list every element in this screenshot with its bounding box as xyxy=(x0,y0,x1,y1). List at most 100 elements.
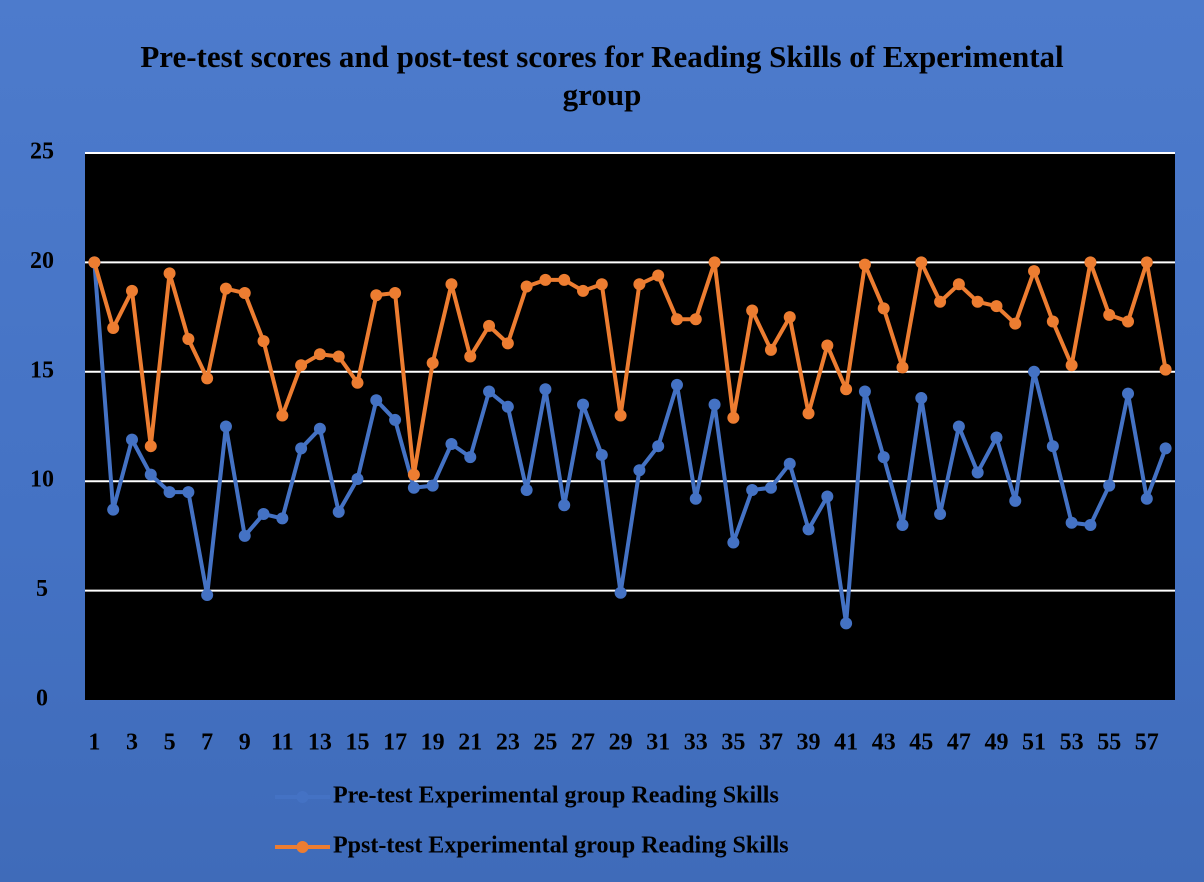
point xyxy=(1140,256,1153,269)
point xyxy=(783,457,796,470)
x-tick-label: 25 xyxy=(533,730,557,756)
point xyxy=(313,348,326,361)
point xyxy=(971,295,984,308)
point xyxy=(821,339,834,352)
point xyxy=(219,420,232,433)
point xyxy=(539,273,552,286)
point xyxy=(915,256,928,269)
x-tick-label: 55 xyxy=(1097,730,1121,756)
chart-title: Pre-test scores and post-test scores for… xyxy=(140,39,1064,112)
point xyxy=(520,483,533,496)
x-tick-label: 27 xyxy=(571,730,595,756)
point xyxy=(295,359,308,372)
point xyxy=(1028,365,1041,378)
point xyxy=(858,258,871,271)
point xyxy=(1028,265,1041,278)
point xyxy=(877,451,890,464)
legend-marker xyxy=(296,791,309,803)
x-tick-label: 45 xyxy=(909,730,933,756)
point xyxy=(840,617,853,630)
point xyxy=(257,335,270,348)
point xyxy=(1009,494,1022,507)
point xyxy=(501,337,514,350)
point xyxy=(445,438,458,451)
point xyxy=(1065,359,1078,372)
point xyxy=(1159,442,1172,455)
y-tick-label: 10 xyxy=(30,467,54,493)
y-tick-label: 5 xyxy=(36,576,48,602)
x-tick-label: 43 xyxy=(872,730,896,756)
x-tick-label: 35 xyxy=(721,730,745,756)
point xyxy=(276,512,289,525)
point xyxy=(934,295,947,308)
legend-label: Pre-test Experimental group Reading Skil… xyxy=(333,783,779,809)
x-tick-label: 51 xyxy=(1022,730,1046,756)
y-tick-label: 0 xyxy=(36,686,48,712)
point xyxy=(896,361,909,374)
point xyxy=(934,508,947,521)
point xyxy=(88,256,101,269)
x-tick-label: 23 xyxy=(496,730,520,756)
point xyxy=(182,332,195,345)
point xyxy=(1065,516,1078,529)
point xyxy=(107,322,120,335)
point xyxy=(238,287,251,300)
point xyxy=(896,518,909,531)
point xyxy=(764,343,777,356)
point xyxy=(407,481,420,494)
point xyxy=(1103,308,1116,321)
point xyxy=(764,481,777,494)
x-tick-label: 17 xyxy=(383,730,407,756)
point xyxy=(858,385,871,398)
x-tick-label: 3 xyxy=(126,730,138,756)
point xyxy=(1046,440,1059,453)
point xyxy=(1103,479,1116,492)
point xyxy=(238,529,251,542)
plot-area xyxy=(85,153,1175,700)
point xyxy=(219,282,232,295)
x-tick-label: 5 xyxy=(164,730,176,756)
point xyxy=(558,499,571,512)
point xyxy=(201,588,214,601)
point xyxy=(727,536,740,549)
point xyxy=(952,278,965,291)
x-tick-label: 49 xyxy=(984,730,1008,756)
point xyxy=(426,479,439,492)
point xyxy=(558,273,571,286)
x-tick-label: 31 xyxy=(646,730,670,756)
point xyxy=(877,302,890,315)
point xyxy=(614,409,627,422)
point xyxy=(633,464,646,477)
point xyxy=(840,383,853,396)
x-tick-label: 19 xyxy=(421,730,445,756)
y-tick-label: 25 xyxy=(30,139,54,165)
point xyxy=(595,278,608,291)
point xyxy=(389,413,402,426)
point xyxy=(1122,387,1135,400)
point xyxy=(370,289,383,302)
point xyxy=(257,508,270,521)
point xyxy=(577,398,590,411)
point xyxy=(1084,256,1097,269)
point xyxy=(407,468,420,481)
point xyxy=(689,313,702,326)
x-tick-label: 11 xyxy=(271,730,294,756)
point xyxy=(313,422,326,435)
x-tick-label: 29 xyxy=(609,730,633,756)
point xyxy=(389,287,402,300)
point xyxy=(295,442,308,455)
point xyxy=(520,280,533,293)
point xyxy=(483,319,496,332)
point xyxy=(426,357,439,370)
point xyxy=(689,492,702,505)
point xyxy=(708,256,721,269)
point xyxy=(370,394,383,407)
point xyxy=(614,586,627,599)
point xyxy=(144,440,157,453)
point xyxy=(1084,518,1097,531)
point xyxy=(351,376,364,389)
point xyxy=(539,383,552,396)
point xyxy=(708,398,721,411)
y-tick-label: 20 xyxy=(30,248,54,274)
